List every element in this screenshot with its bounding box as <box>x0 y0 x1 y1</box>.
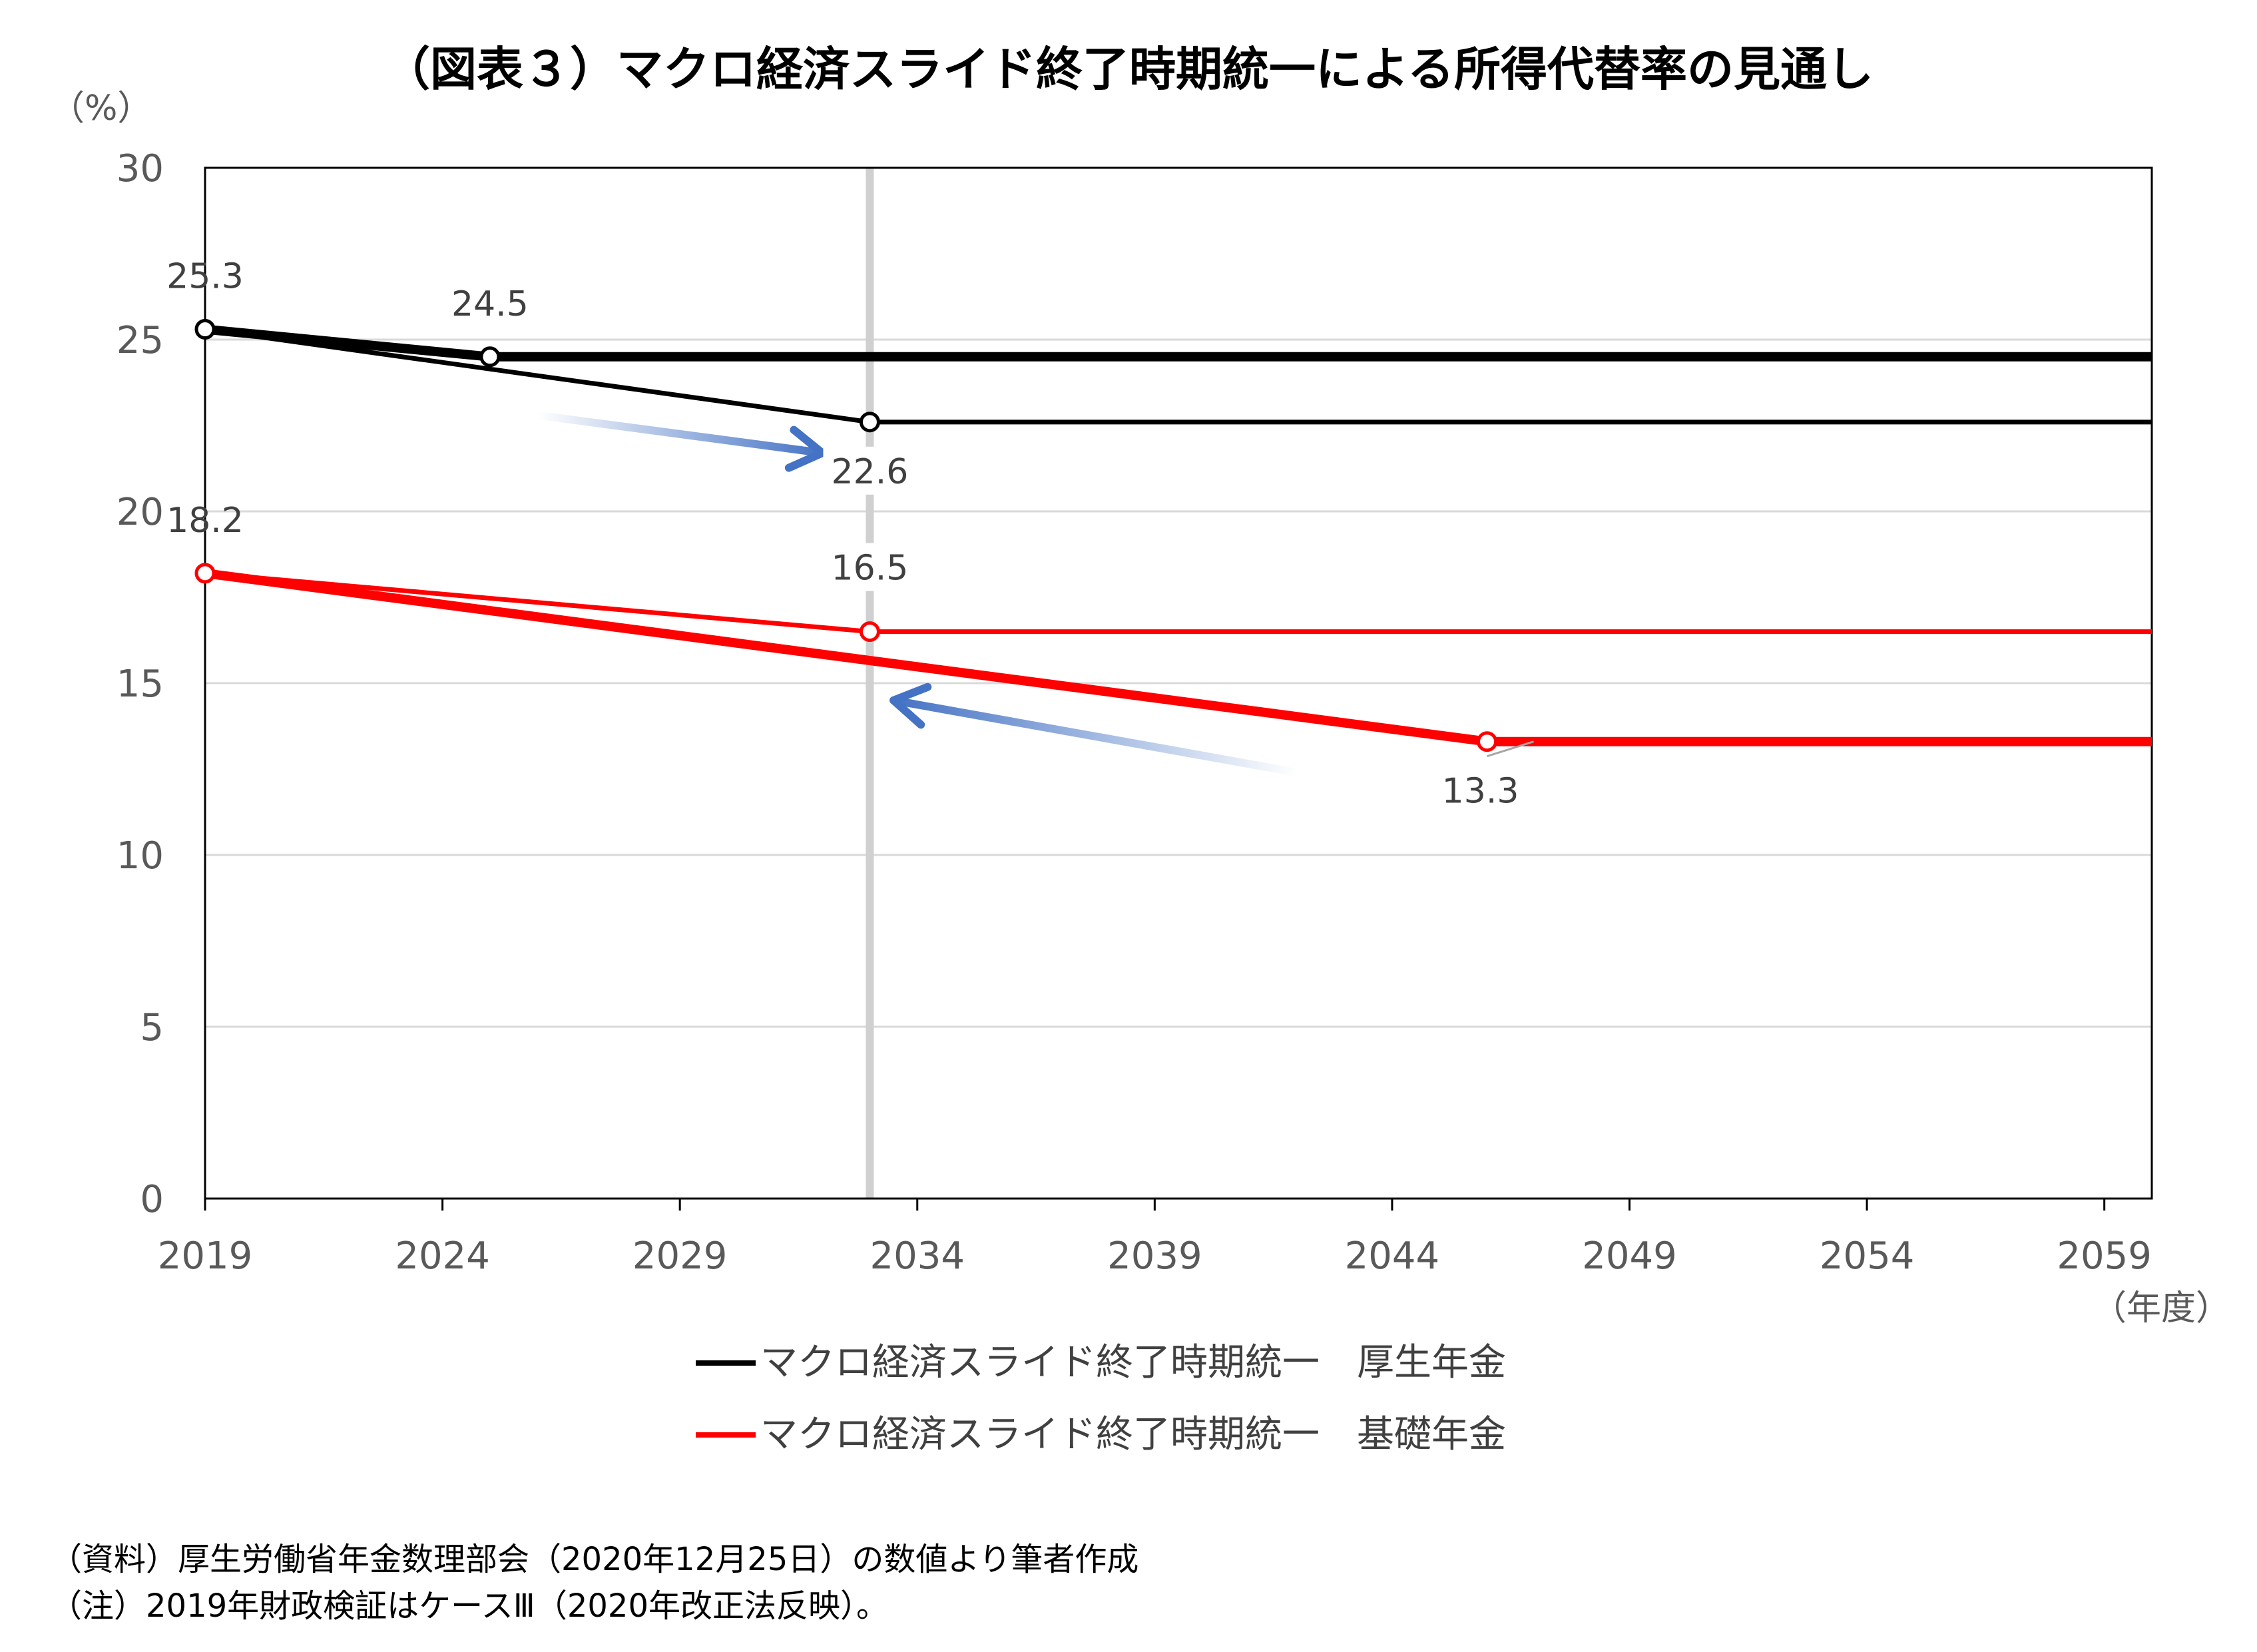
data-label: 16.5 <box>832 549 909 589</box>
x-tick-label: 2044 <box>1345 1235 1440 1278</box>
footnote: （注）2019年財政検証はケースⅢ（2020年改正法反映）。 <box>50 1587 888 1625</box>
x-axis: 2019 2024 2029 2034 2039 2044 2049 2054 2059 <box>158 1199 2152 1278</box>
legend: マクロ経済スライド終了時期統一 厚生年金 マクロ経済スライド終了時期統一 基礎年… <box>696 1341 1506 1456</box>
y-axis: 0 5 10 15 20 25 30 <box>117 147 164 1221</box>
y-tick-label: 25 <box>117 319 164 362</box>
annotation-arrow-head <box>889 683 932 729</box>
annotation-arrows <box>533 411 1302 777</box>
series-line-4 <box>204 571 2152 635</box>
data-labels: 25.3 24.5 22.6 18.2 16.5 13.3 <box>166 257 1535 812</box>
data-label: 24.5 <box>451 284 529 324</box>
y-tick-label: 20 <box>117 491 164 534</box>
y-tick-label: 0 <box>140 1178 164 1221</box>
chart-title: （図表３）マクロ経済スライド終了時期統一による所得代替率の見通し <box>383 42 1874 97</box>
data-label-bg <box>823 543 917 591</box>
series-line-2 <box>204 327 2152 425</box>
data-point-marker <box>859 412 880 433</box>
x-tick-label: 2019 <box>158 1235 253 1278</box>
annotation-arrow-shaft <box>889 696 1302 777</box>
series-markers <box>194 319 1498 752</box>
annotation-arrow-shaft <box>533 411 827 457</box>
series-lines <box>204 324 2152 746</box>
data-label-leader <box>1487 740 1535 758</box>
legend-label-kousei: マクロ経済スライド終了時期統一 厚生年金 <box>760 1341 1506 1384</box>
annotation-arrow-head <box>784 425 827 472</box>
x-tick-label: 2024 <box>395 1235 490 1278</box>
data-point-marker <box>859 621 880 643</box>
x-axis-unit: （年度） <box>2092 1288 2230 1328</box>
y-tick-label: 15 <box>117 663 164 706</box>
x-tick-label: 2029 <box>632 1235 728 1278</box>
data-point-marker <box>194 319 216 340</box>
legend-label-kiso: マクロ経済スライド終了時期統一 基礎年金 <box>760 1413 1506 1456</box>
y-tick-label: 10 <box>117 834 164 878</box>
x-tick-label: 2059 <box>2057 1235 2152 1278</box>
source-note: （資料）厚生労働省年金数理部会（2020年12月25日）の数値より筆者作成 <box>50 1541 1138 1578</box>
y-axis-unit: （%） <box>50 89 152 129</box>
x-tick-label: 2039 <box>1107 1235 1202 1278</box>
x-tick-label: 2054 <box>1820 1235 1915 1278</box>
data-point-marker <box>479 346 501 368</box>
data-label-bg <box>823 446 917 495</box>
plot-frame <box>204 166 2153 1200</box>
x-tick-label: 2034 <box>870 1235 965 1278</box>
data-label: 18.2 <box>166 501 244 541</box>
y-tick-label: 30 <box>117 147 164 190</box>
x-tick-label: 2049 <box>1582 1235 1677 1278</box>
y-tick-label: 5 <box>140 1006 164 1049</box>
data-point-marker <box>194 563 216 584</box>
plot-border <box>204 166 2153 1200</box>
data-label: 25.3 <box>166 257 244 297</box>
data-label: 22.6 <box>832 452 909 492</box>
data-point-marker <box>1477 731 1498 752</box>
data-label: 13.3 <box>1442 772 1519 812</box>
